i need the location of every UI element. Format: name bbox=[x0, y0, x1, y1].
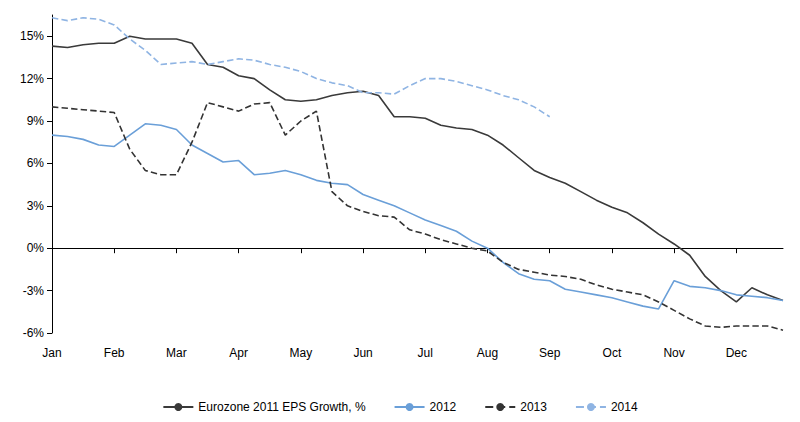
svg-text:Eurozone 2011 EPS Growth, %: Eurozone 2011 EPS Growth, % bbox=[198, 400, 366, 414]
svg-text:9%: 9% bbox=[27, 114, 45, 128]
svg-text:May: May bbox=[290, 346, 313, 360]
svg-text:-6%: -6% bbox=[23, 326, 45, 340]
svg-text:Nov: Nov bbox=[663, 346, 684, 360]
svg-text:15%: 15% bbox=[20, 29, 44, 43]
svg-text:0%: 0% bbox=[27, 241, 45, 255]
svg-text:Mar: Mar bbox=[166, 346, 187, 360]
svg-text:Apr: Apr bbox=[229, 346, 248, 360]
svg-text:Sep: Sep bbox=[539, 346, 561, 360]
svg-text:Jun: Jun bbox=[353, 346, 372, 360]
svg-text:2014: 2014 bbox=[611, 400, 638, 414]
svg-text:12%: 12% bbox=[20, 72, 44, 86]
svg-text:Oct: Oct bbox=[603, 346, 622, 360]
svg-text:2013: 2013 bbox=[520, 400, 547, 414]
svg-text:Aug: Aug bbox=[477, 346, 498, 360]
svg-text:Jul: Jul bbox=[418, 346, 433, 360]
svg-text:6%: 6% bbox=[27, 156, 45, 170]
svg-text:3%: 3% bbox=[27, 199, 45, 213]
svg-text:Jan: Jan bbox=[42, 346, 61, 360]
svg-text:-3%: -3% bbox=[23, 284, 45, 298]
svg-text:Feb: Feb bbox=[104, 346, 125, 360]
svg-text:2012: 2012 bbox=[430, 400, 457, 414]
svg-text:Dec: Dec bbox=[726, 346, 747, 360]
